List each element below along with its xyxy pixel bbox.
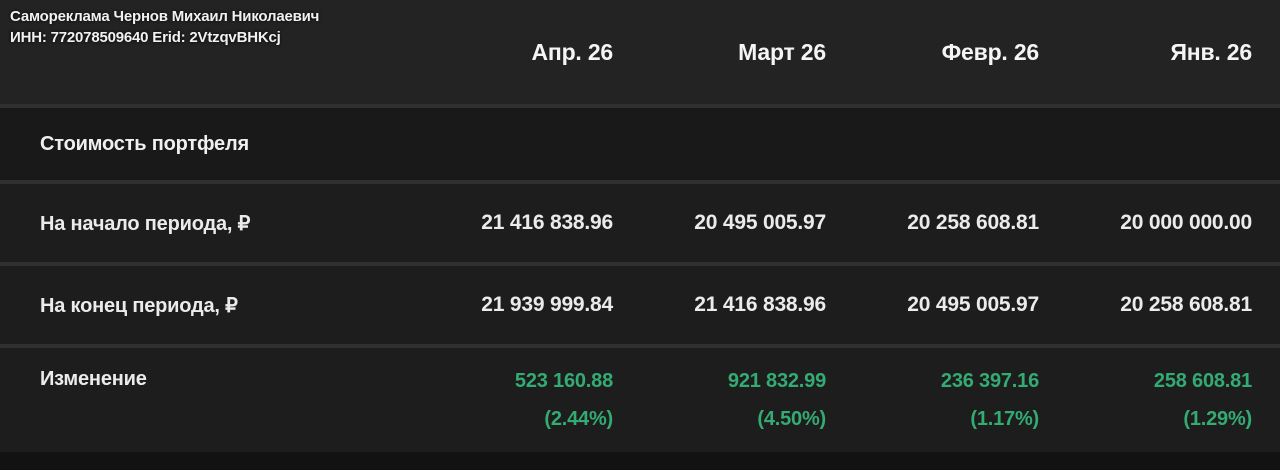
section-header-row: Стоимость портфеля	[0, 108, 1280, 180]
value-period-end-jan: 20 258 608.81	[1120, 293, 1252, 316]
value-period-start-feb: 20 258 608.81	[907, 211, 1039, 234]
change-percent-jan: (1.29%)	[1183, 408, 1252, 430]
value-period-end-feb: 20 495 005.97	[907, 293, 1039, 316]
value-change-feb: 236 397.16 (1.17%)	[826, 362, 1039, 438]
change-percent-mar: (4.50%)	[757, 408, 826, 430]
row-label-period-end: На конец периода, ₽	[40, 294, 238, 317]
divider	[0, 104, 1280, 108]
change-amount-mar: 921 832.99	[727, 370, 826, 392]
divider	[0, 262, 1280, 266]
table-header-row: Апр. 26 Март 26 Февр. 26 Янв. 26	[0, 0, 1280, 104]
ad-watermark-inn-erid: ИНН: 772078509640 Erid: 2VtzqvBHKcj	[10, 29, 281, 46]
value-change-mar: 921 832.99 (4.50%)	[613, 362, 826, 438]
change-amount-apr: 523 160.88	[514, 370, 613, 392]
column-header-mar-26: Март 26	[738, 38, 826, 65]
value-change-jan: 258 608.81 (1.29%)	[1039, 362, 1252, 438]
row-label-change: Изменение	[40, 368, 147, 390]
ad-watermark-advertiser: Самореклама Чернов Михаил Николаевич	[10, 8, 320, 25]
value-period-end-mar: 21 416 838.96	[694, 293, 826, 316]
table-row-change: Изменение 523 160.88 (2.44%) 921 832.99 …	[0, 348, 1280, 452]
column-header-jan-26: Янв. 26	[1170, 38, 1252, 65]
section-title: Стоимость портфеля	[40, 132, 249, 155]
value-period-start-jan: 20 000 000.00	[1120, 211, 1252, 234]
column-header-apr-26: Апр. 26	[531, 38, 613, 65]
value-period-start-mar: 20 495 005.97	[694, 211, 826, 234]
bottom-strip	[0, 452, 1280, 470]
change-percent-feb: (1.17%)	[970, 408, 1039, 430]
change-amount-jan: 258 608.81	[1153, 370, 1252, 392]
table-row-period-start: На начало периода, ₽ 21 416 838.96 20 49…	[0, 184, 1280, 262]
row-label-period-start: На начало периода, ₽	[40, 212, 251, 235]
divider	[0, 180, 1280, 184]
table-row-period-end: На конец периода, ₽ 21 939 999.84 21 416…	[0, 266, 1280, 344]
value-period-start-apr: 21 416 838.96	[481, 211, 613, 234]
value-period-end-apr: 21 939 999.84	[481, 293, 613, 316]
ad-watermark: Самореклама Чернов Михаил Николаевич ИНН…	[10, 6, 319, 48]
column-header-feb-26: Февр. 26	[941, 38, 1040, 65]
change-percent-apr: (2.44%)	[544, 408, 613, 430]
value-change-apr: 523 160.88 (2.44%)	[400, 362, 613, 438]
divider	[0, 344, 1280, 348]
change-amount-feb: 236 397.16	[940, 370, 1039, 392]
